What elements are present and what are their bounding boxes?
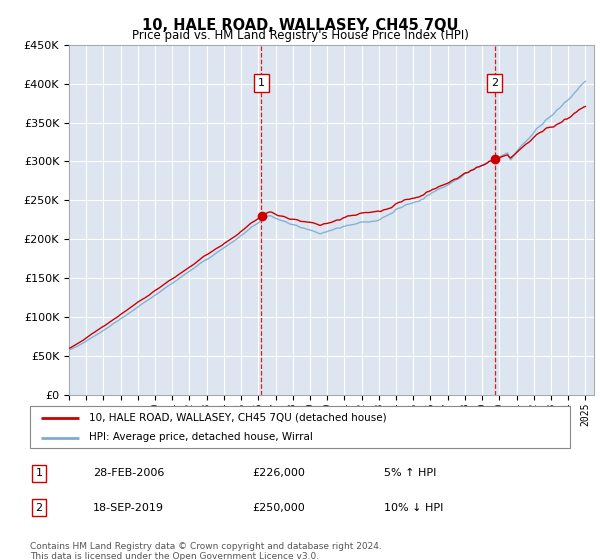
Text: 10, HALE ROAD, WALLASEY, CH45 7QU (detached house): 10, HALE ROAD, WALLASEY, CH45 7QU (detac… bbox=[89, 413, 387, 423]
Text: 10, HALE ROAD, WALLASEY, CH45 7QU: 10, HALE ROAD, WALLASEY, CH45 7QU bbox=[142, 18, 458, 34]
Text: 2: 2 bbox=[491, 78, 498, 88]
FancyBboxPatch shape bbox=[30, 406, 570, 448]
Text: £226,000: £226,000 bbox=[252, 468, 305, 478]
Text: 1: 1 bbox=[35, 468, 43, 478]
Text: 2: 2 bbox=[35, 503, 43, 513]
Text: 18-SEP-2019: 18-SEP-2019 bbox=[93, 503, 164, 513]
Text: 10% ↓ HPI: 10% ↓ HPI bbox=[384, 503, 443, 513]
Text: Contains HM Land Registry data © Crown copyright and database right 2024.
This d: Contains HM Land Registry data © Crown c… bbox=[30, 542, 382, 560]
Text: 28-FEB-2006: 28-FEB-2006 bbox=[93, 468, 164, 478]
Text: 1: 1 bbox=[258, 78, 265, 88]
Text: HPI: Average price, detached house, Wirral: HPI: Average price, detached house, Wirr… bbox=[89, 432, 313, 442]
Text: £250,000: £250,000 bbox=[252, 503, 305, 513]
Text: 5% ↑ HPI: 5% ↑ HPI bbox=[384, 468, 436, 478]
Text: Price paid vs. HM Land Registry's House Price Index (HPI): Price paid vs. HM Land Registry's House … bbox=[131, 29, 469, 42]
